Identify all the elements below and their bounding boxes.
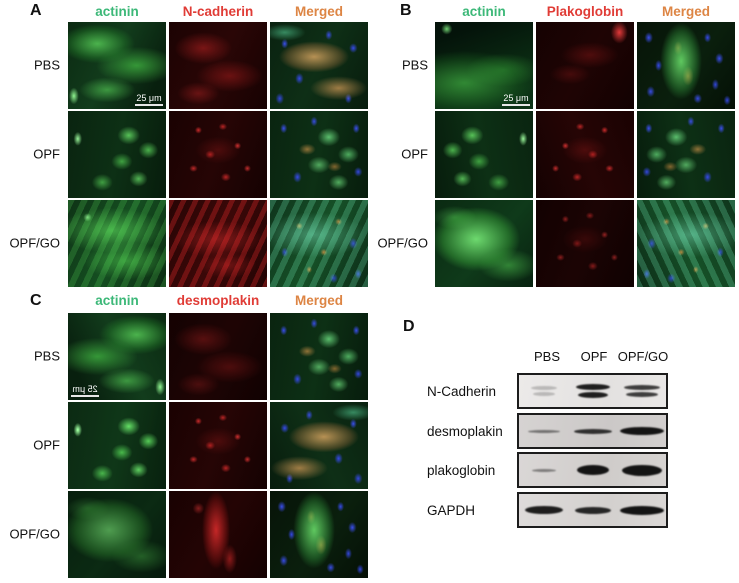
- blot-lane: [520, 506, 567, 514]
- blot-band: [530, 386, 557, 390]
- micro-a-pbs-n-cadherin: [169, 22, 267, 109]
- column-header-a-actinin: actinin: [95, 4, 139, 19]
- column-header-b-actinin: actinin: [462, 4, 506, 19]
- blot-band: [575, 384, 610, 390]
- micro-b-pbs-plakoglobin: [536, 22, 634, 109]
- row-label-a-opfgo: OPF/GO: [9, 235, 60, 251]
- blot-band: [531, 468, 556, 472]
- column-header-a-merged: Merged: [294, 4, 344, 19]
- micro-c-opf-merged: [270, 402, 368, 489]
- blot-label-n-cadherin: N-Cadherin: [427, 384, 497, 399]
- blot-band: [527, 429, 560, 433]
- micro-c-opf-desmoplakin: [169, 402, 267, 489]
- row-label-c-opf: OPF: [33, 437, 60, 453]
- blot-label-plakoglobin: plakoglobin: [427, 463, 496, 478]
- panel-c-label: C: [30, 292, 42, 309]
- blot-box-plakoglobin: [517, 452, 668, 488]
- micro-c-opfgo-merged: [270, 491, 368, 578]
- lane-header-opfgo: OPF/GO: [617, 349, 669, 364]
- scale-bar-b: 25 μm: [502, 93, 530, 106]
- micro-b-opfgo-actinin: [435, 200, 533, 287]
- micro-a-opfgo-n-cadherin: [169, 200, 267, 287]
- blot-band: [574, 506, 611, 514]
- row-label-b-opfgo: OPF/GO: [377, 235, 428, 251]
- blot-band: [621, 464, 662, 476]
- blot-band: [573, 428, 612, 434]
- column-header-b-plakoglobin: Plakoglobin: [546, 4, 624, 19]
- blot-box-desmoplakin: [517, 413, 668, 449]
- micro-c-opfgo-desmoplakin: [169, 491, 267, 578]
- row-label-a-opf: OPF: [33, 146, 60, 162]
- blot-band: [619, 505, 664, 515]
- micro-a-opfgo-actinin: [68, 200, 166, 287]
- micro-b-opf-actinin: [435, 111, 533, 198]
- row-label-c-opfgo: OPF/GO: [9, 526, 60, 542]
- blot-lane: [520, 468, 567, 472]
- panel-b-label: B: [400, 2, 412, 19]
- micro-c-opfgo-actinin: [68, 491, 166, 578]
- blot-lane: [618, 427, 665, 435]
- micro-a-opfgo-merged: [270, 200, 368, 287]
- blot-label-gapdh: GAPDH: [427, 503, 476, 518]
- panel-d-label: D: [403, 318, 415, 335]
- blot-band: [619, 427, 664, 435]
- blot-band: [576, 465, 609, 475]
- micro-c-pbs-desmoplakin: [169, 313, 267, 400]
- micro-a-pbs-merged: [270, 22, 368, 109]
- blot-lane: [618, 464, 665, 476]
- scale-bar-c-text: 25 μm: [72, 384, 98, 394]
- micro-c-opf-actinin: [68, 402, 166, 489]
- blot-lane: [618, 505, 665, 515]
- column-header-c-desmoplakin: desmoplakin: [176, 293, 260, 308]
- blot-label-desmoplakin: desmoplakin: [427, 424, 503, 439]
- row-label-c-pbs: PBS: [33, 348, 60, 364]
- micro-c-pbs-merged: [270, 313, 368, 400]
- blot-band: [577, 392, 608, 398]
- blot-band: [532, 392, 555, 396]
- scale-bar-a-line: [135, 104, 163, 106]
- blot-lane: [569, 428, 616, 434]
- row-label-b-pbs: PBS: [401, 57, 428, 73]
- micro-a-pbs-actinin: 25 μm: [68, 22, 166, 109]
- micro-b-opf-merged: [637, 111, 735, 198]
- blot-band: [524, 506, 563, 514]
- scale-bar-b-text: 25 μm: [503, 93, 529, 103]
- blot-box-gapdh: [517, 492, 668, 528]
- row-label-b-opf: OPF: [401, 146, 428, 162]
- scale-bar-c: 25 μm: [71, 384, 99, 397]
- blot-band: [623, 385, 660, 390]
- micro-a-opf-merged: [270, 111, 368, 198]
- micro-b-opf-plakoglobin: [536, 111, 634, 198]
- scale-bar-a: 25 μm: [135, 93, 163, 106]
- blot-band: [625, 392, 658, 397]
- blot-lane: [569, 506, 616, 514]
- micro-a-opf-n-cadherin: [169, 111, 267, 198]
- lane-header-opf: OPF: [580, 349, 608, 364]
- panel-a-label: A: [30, 2, 42, 19]
- micro-a-opf-actinin: [68, 111, 166, 198]
- blot-lane: [618, 385, 665, 397]
- scale-bar-c-line: [71, 395, 99, 397]
- scale-bar-b-line: [502, 104, 530, 106]
- micro-b-pbs-actinin: 25 μm: [435, 22, 533, 109]
- blot-lane: [520, 386, 567, 396]
- lane-header-pbs: PBS: [533, 349, 561, 364]
- blot-lane: [569, 465, 616, 475]
- column-header-b-merged: Merged: [661, 4, 711, 19]
- column-header-c-actinin: actinin: [95, 293, 139, 308]
- blot-box-n-cadherin: [517, 373, 668, 409]
- micro-b-pbs-merged: [637, 22, 735, 109]
- column-header-a-n-cadherin: N-cadherin: [182, 4, 254, 19]
- scale-bar-a-text: 25 μm: [136, 93, 162, 103]
- micro-b-opfgo-merged: [637, 200, 735, 287]
- blot-lane: [520, 429, 567, 433]
- row-label-a-pbs: PBS: [33, 57, 60, 73]
- column-header-c-merged: Merged: [294, 293, 344, 308]
- micro-b-opfgo-plakoglobin: [536, 200, 634, 287]
- micro-c-pbs-actinin: 25 μm: [68, 313, 166, 400]
- blot-lane: [569, 384, 616, 398]
